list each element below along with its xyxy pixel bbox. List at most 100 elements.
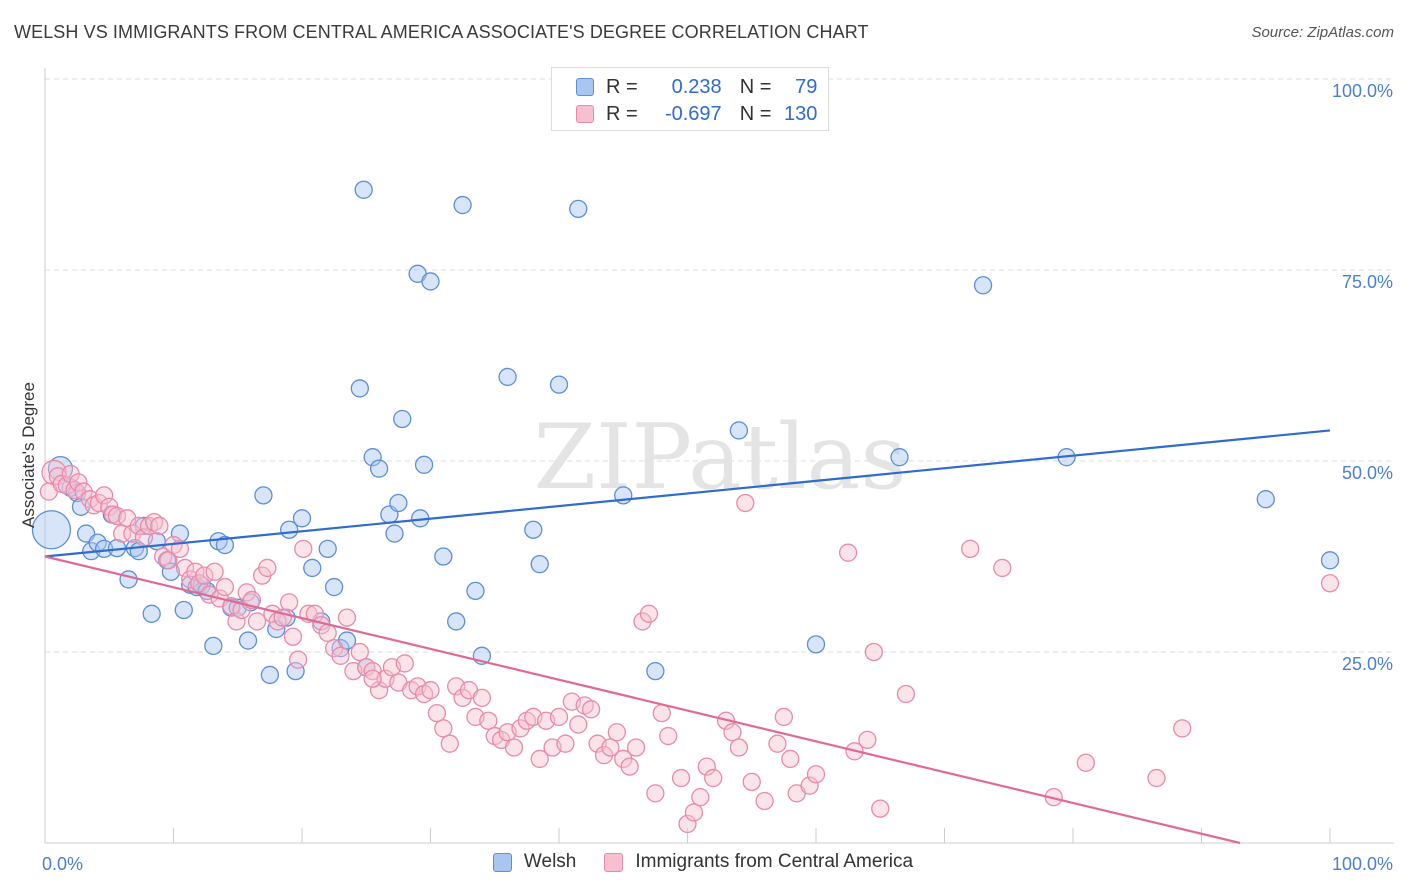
immigrants-point (800, 776, 819, 795)
welsh-point (174, 600, 193, 620)
immigrants-point (440, 734, 459, 753)
welsh-point (389, 493, 408, 513)
immigrants-point (1147, 768, 1166, 788)
immigrants-point (294, 539, 313, 559)
immigrants-point (742, 772, 761, 792)
y-axis-label: Associate's Degree (19, 382, 38, 528)
welsh-point (161, 562, 181, 581)
immigrants-point (331, 646, 350, 665)
welsh-point (142, 604, 161, 623)
immigrants-point (215, 577, 235, 597)
legend-n-label: N = (739, 75, 772, 98)
welsh-point (303, 558, 322, 578)
immigrants-point (227, 612, 246, 631)
immigrants-point (337, 608, 357, 627)
immigrants-point (697, 757, 716, 776)
welsh-point (434, 547, 453, 566)
immigrants-point (69, 473, 88, 492)
tick-labels: 25.0% 50.0% 75.0% 100.0% 0.0% 100.0% (42, 81, 1393, 874)
bottom-legend: Welsh Immigrants from Central America (0, 851, 1406, 873)
trend-lines (44, 429, 1331, 845)
immigrants-point (858, 730, 877, 750)
welsh-point (31, 510, 72, 550)
bottom-legend-immigrants: Immigrants from Central America (604, 851, 913, 873)
immigrants-point (258, 558, 277, 578)
immigrants-point (569, 715, 588, 734)
legend-n-value: 79 (795, 75, 818, 98)
immigrants-point (318, 623, 337, 643)
welsh-trend-line (44, 429, 1331, 558)
welsh-point (393, 409, 412, 429)
welsh-point (119, 570, 138, 589)
welsh-point (421, 272, 440, 291)
immigrants-point (94, 486, 114, 505)
immigrants-point (205, 562, 224, 581)
welsh-points (31, 180, 1340, 685)
welsh-point (350, 379, 369, 398)
bottom-legend-label-immigrants: Immigrants from Central America (635, 851, 914, 872)
welsh-point (1320, 551, 1340, 570)
legend-row-welsh: R = 0.238 N = 79 (576, 75, 817, 99)
immigrants-point (504, 738, 524, 757)
welsh-point (890, 448, 909, 467)
welsh-point (646, 661, 665, 681)
immigrants-point (626, 738, 646, 757)
immigrants-point (549, 707, 569, 727)
welsh-point (806, 635, 826, 654)
immigrants-point (961, 539, 980, 559)
welsh-point (170, 524, 190, 543)
legend-r-value: 0.238 (671, 75, 722, 98)
immigrants-point (993, 558, 1012, 578)
legend-swatch-immigrants (576, 105, 594, 123)
welsh-point (729, 421, 749, 440)
bottom-legend-welsh: Welsh (492, 851, 576, 873)
welsh-point (530, 554, 549, 574)
immigrants-point (806, 765, 826, 784)
legend-r-label: R = (606, 102, 638, 125)
immigrants-point (283, 627, 303, 646)
y-tick-label: 25.0% (1342, 654, 1393, 674)
immigrants-point (729, 738, 749, 757)
immigrants-point (652, 703, 671, 723)
immigrants-point (581, 700, 601, 719)
immigrants-point (691, 788, 710, 807)
bottom-legend-swatch-welsh (492, 852, 512, 872)
welsh-point (215, 535, 235, 555)
axes (44, 68, 1394, 844)
legend-swatch-welsh (576, 78, 594, 96)
immigrants-point (607, 723, 626, 742)
immigrants-points (39, 459, 1340, 834)
immigrants-point (781, 749, 800, 769)
immigrants-point (639, 604, 659, 623)
legend-n-label: N = (739, 102, 772, 125)
immigrants-point (620, 757, 639, 776)
immigrants-point (279, 593, 299, 612)
immigrants-point (736, 493, 755, 513)
y-tick-label: 75.0% (1342, 272, 1393, 292)
watermark: ZIPatlas (533, 405, 906, 510)
legend-r-label: R = (606, 75, 638, 98)
immigrants-point (288, 650, 308, 669)
immigrants-point (479, 711, 498, 730)
immigrants-point (768, 734, 787, 753)
grid-lines (45, 78, 1394, 653)
immigrants-point (678, 814, 697, 834)
bottom-legend-swatch-immigrants (604, 852, 624, 872)
immigrants-point (350, 642, 369, 662)
immigrants-point (1076, 753, 1095, 772)
immigrants-point (774, 707, 794, 727)
immigrants-point (723, 723, 742, 742)
immigrants-point (671, 768, 691, 788)
legend-r-value: -0.697 (664, 102, 722, 125)
immigrants-point (434, 719, 453, 738)
welsh-point (524, 520, 543, 539)
x-tick-label: 0.0% (42, 854, 83, 874)
immigrants-point (684, 803, 704, 822)
x-tick-label: 100.0% (1332, 854, 1393, 874)
welsh-point (267, 619, 286, 639)
welsh-point (260, 665, 280, 685)
legend-n-value: 130 (784, 102, 818, 125)
welsh-point (498, 367, 517, 387)
immigrants-point (175, 558, 195, 578)
immigrants-point (838, 543, 858, 562)
